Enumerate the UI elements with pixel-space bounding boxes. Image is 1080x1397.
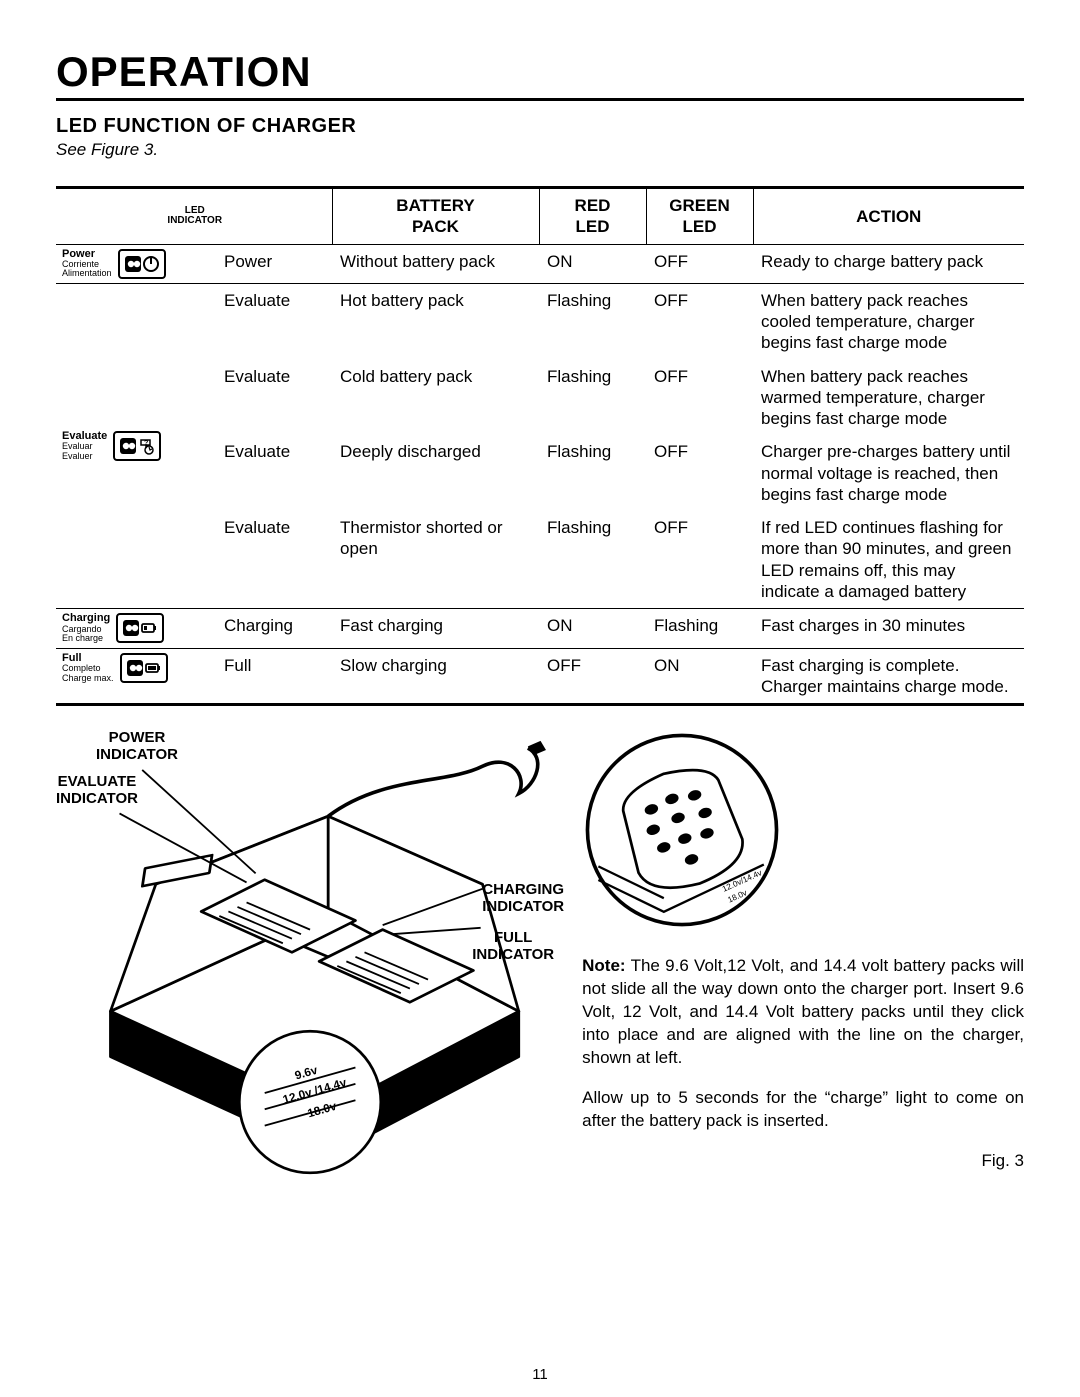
evaluate-icon: ? (113, 431, 161, 461)
cell-pack: Deeply discharged (332, 435, 539, 511)
power-icon (118, 249, 166, 279)
figure-label: Fig. 3 (582, 1150, 1024, 1173)
cell-green: OFF (646, 435, 753, 511)
cell-green: ON (646, 648, 753, 705)
cell-status: Evaluate (216, 360, 332, 436)
cell-pack: Fast charging (332, 609, 539, 648)
cell-green: OFF (646, 244, 753, 283)
led-label-full: Full Completo Charge max. (56, 648, 216, 705)
callout-power: POWERINDICATOR (96, 730, 178, 763)
cell-pack: Cold battery pack (332, 360, 539, 436)
note2-paragraph: Allow up to 5 seconds for the “charge” l… (582, 1087, 1024, 1133)
charging-icon (116, 613, 164, 643)
th-green-led: GREENLED (646, 188, 753, 245)
cell-action: Ready to charge battery pack (753, 244, 1024, 283)
cell-green: OFF (646, 283, 753, 359)
table-row: Power Corriente Alimentation (56, 244, 1024, 283)
cell-red: Flashing (539, 283, 646, 359)
cell-status: Evaluate (216, 435, 332, 511)
callout-full: FULLINDICATOR (472, 930, 554, 963)
th-action: ACTION (753, 188, 1024, 245)
led-function-table: LEDINDICATOR BATTERYPACK REDLED GREENLED… (56, 186, 1024, 706)
th-red-led: REDLED (539, 188, 646, 245)
cell-green: OFF (646, 511, 753, 609)
led-sub: Evaluer (62, 452, 107, 461)
page-number: 11 (0, 1366, 1080, 1383)
cell-pack: Hot battery pack (332, 283, 539, 359)
cell-action: If red LED continues flashing for more t… (753, 511, 1024, 609)
cell-status: Evaluate (216, 511, 332, 609)
note-text: The 9.6 Volt,12 Volt, and 14.4 volt batt… (582, 956, 1024, 1067)
cell-status: Full (216, 648, 332, 705)
cell-red: Flashing (539, 435, 646, 511)
note-paragraph: Note: The 9.6 Volt,12 Volt, and 14.4 vol… (582, 955, 1024, 1070)
table-row: Full Completo Charge max. (56, 648, 1024, 705)
full-icon (120, 653, 168, 683)
th-battery-pack: BATTERYPACK (332, 188, 539, 245)
led-label-charging: Charging Cargando En charge (56, 609, 216, 648)
note-bold: Note: (582, 956, 625, 975)
led-label-evaluate: Evaluate Evaluar Evaluer ? (56, 283, 216, 608)
cell-red: Flashing (539, 511, 646, 609)
led-label-power: Power Corriente Alimentation (56, 244, 216, 283)
cell-pack: Thermistor shorted or open (332, 511, 539, 609)
th-led-indicator: LEDINDICATOR (56, 188, 332, 245)
cell-action: Fast charging is complete. Charger maint… (753, 648, 1024, 705)
cell-action: Fast charges in 30 minutes (753, 609, 1024, 648)
led-main: Charging (62, 613, 110, 625)
charger-diagram: POWERINDICATOR EVALUATEINDICATOR CHARGIN… (56, 730, 564, 1189)
led-sub: Charge max. (62, 674, 114, 683)
table-row: Charging Cargando En charge (56, 609, 1024, 648)
cell-status: Charging (216, 609, 332, 648)
cell-green: OFF (646, 360, 753, 436)
callout-evaluate: EVALUATEINDICATOR (56, 774, 138, 807)
cell-status: Evaluate (216, 283, 332, 359)
cell-red: ON (539, 244, 646, 283)
table-header-row: LEDINDICATOR BATTERYPACK REDLED GREENLED… (56, 188, 1024, 245)
title-rule (56, 98, 1024, 101)
table-row: Evaluate Evaluar Evaluer ? (56, 283, 1024, 359)
cell-red: ON (539, 609, 646, 648)
cell-action: Charger pre-charges battery until normal… (753, 435, 1024, 511)
cell-red: Flashing (539, 360, 646, 436)
cell-action: When battery pack reaches warmed tempera… (753, 360, 1024, 436)
page-title: OPERATION (56, 48, 1024, 96)
cell-pack: Slow charging (332, 648, 539, 705)
cell-red: OFF (539, 648, 646, 705)
led-sub: Alimentation (62, 269, 112, 278)
cell-pack: Without battery pack (332, 244, 539, 283)
led-sub: En charge (62, 634, 110, 643)
callout-charging: CHARGINGINDICATOR (482, 882, 564, 915)
cell-action: When battery pack reaches cooled tempera… (753, 283, 1024, 359)
cell-status: Power (216, 244, 332, 283)
see-figure: See Figure 3. (56, 140, 1024, 160)
port-detail-svg: 12.0v/14.4v 18.0v (582, 730, 782, 930)
cell-green: Flashing (646, 609, 753, 648)
section-heading: Led Function of Charger (56, 115, 1024, 138)
